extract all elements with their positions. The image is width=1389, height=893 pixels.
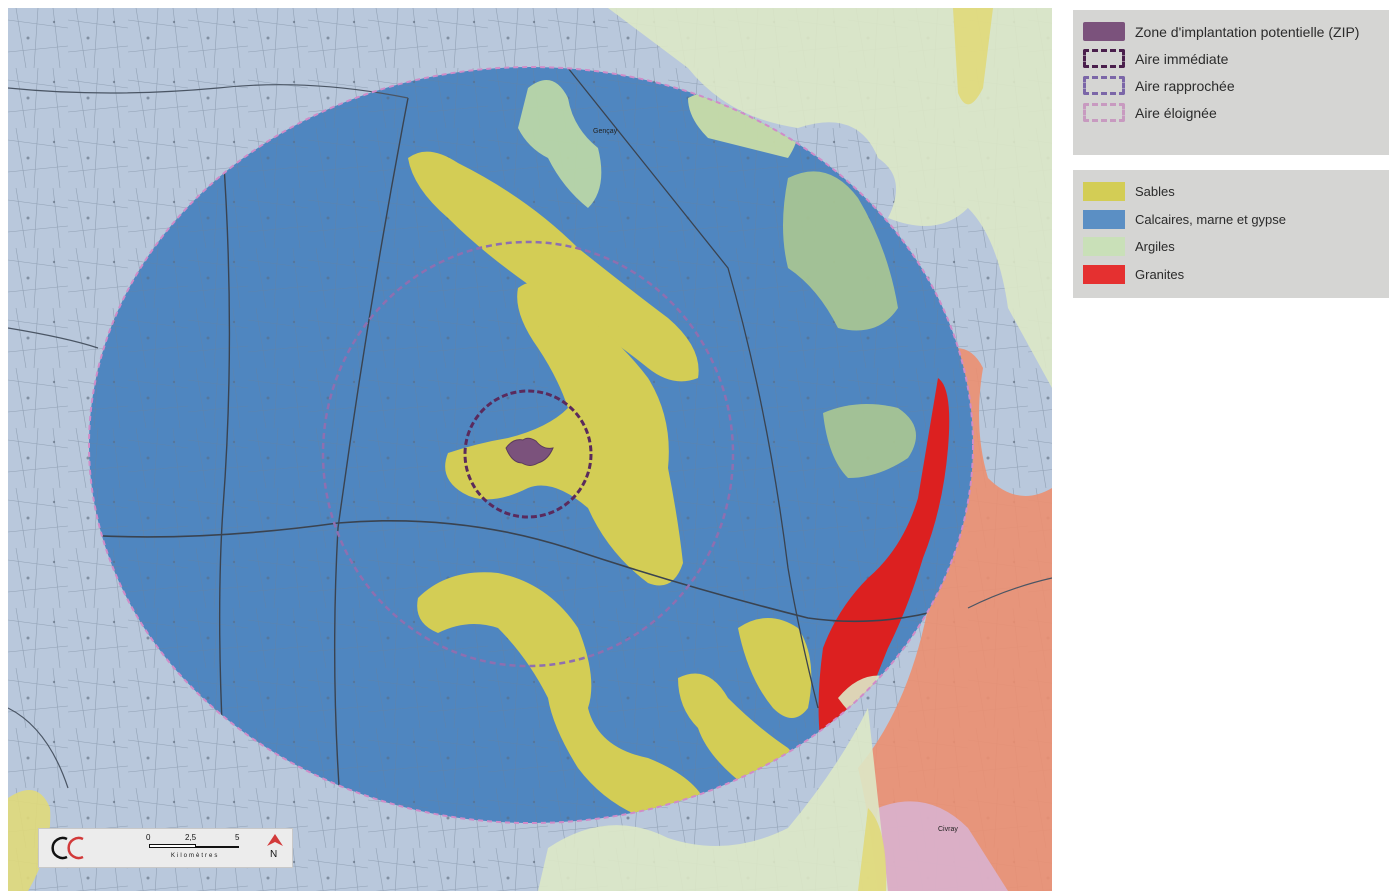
legend-label-close: Aire rapprochée <box>1135 77 1235 94</box>
distant-area-swatch <box>1083 103 1125 122</box>
granites-swatch <box>1083 264 1125 284</box>
sand-ridge-central <box>445 282 683 586</box>
sand-ridge-north <box>408 151 699 382</box>
legend-study-areas: Zone d'implantation potentielle (ZIP) Ai… <box>1073 10 1389 155</box>
legend-row-distant: Aire éloignée <box>1083 99 1389 126</box>
road-north-south-mid <box>333 97 409 823</box>
outer-sand-patch-ne <box>953 8 993 105</box>
ellipse-geology <box>89 67 973 823</box>
clay-patch-north <box>518 80 602 208</box>
close-area-boundary <box>321 240 735 668</box>
road-east-west <box>89 520 949 623</box>
zip-polygon[interactable] <box>505 437 554 466</box>
legend-row-zip: Zone d'implantation potentielle (ZIP) <box>1083 18 1389 45</box>
town-label-civray: Civray <box>938 826 958 833</box>
north-arrow-icon <box>267 834 283 846</box>
legend-row-clays: Argiles <box>1083 233 1389 261</box>
town-label-gencay: Gençay <box>593 128 618 135</box>
legend-label-limestone: Calcaires, marne et gypse <box>1135 211 1287 227</box>
zip-swatch <box>1083 22 1125 41</box>
outer-roads <box>8 84 1052 789</box>
legend-label-sands: Sables <box>1135 184 1175 200</box>
clays-swatch <box>1083 237 1125 257</box>
legend-row-close: Aire rapprochée <box>1083 72 1389 99</box>
legend-row-immediate: Aire immédiate <box>1083 45 1389 72</box>
scale-tick-0: 0 <box>146 833 151 842</box>
legend-label-immediate: Aire immédiate <box>1135 50 1229 67</box>
clay-patch-east-2 <box>823 404 916 478</box>
sand-ridge-se-2 <box>738 618 812 718</box>
legend-label-distant: Aire éloignée <box>1135 104 1217 121</box>
immediate-area-swatch <box>1083 49 1125 68</box>
sands-swatch <box>1083 182 1125 202</box>
clay-patch-east <box>783 171 898 331</box>
scale-unit-label: Kilomètres <box>171 853 220 859</box>
outer-lilac-patch <box>868 801 1008 891</box>
north-label: N <box>270 849 278 860</box>
legend-row-limestone: Calcaires, marne et gypse <box>1083 206 1389 234</box>
road-diagonal-ne <box>567 67 819 709</box>
outer-clay-patch-south <box>538 708 888 891</box>
outer-sand-patch-s <box>858 808 887 891</box>
immediate-area-boundary <box>463 389 593 519</box>
outer-granite-zone <box>858 348 1052 891</box>
legend-row-granites: Granites <box>1083 261 1389 289</box>
legend-label-granites: Granites <box>1135 266 1185 282</box>
sand-ridge-south <box>417 572 708 823</box>
outer-clay-band-north <box>513 8 1052 388</box>
distant-area-boundary <box>88 66 974 824</box>
legend-row-sands: Sables <box>1083 178 1389 206</box>
scale-tick-5: 5 <box>235 833 240 842</box>
map-canvas[interactable]: Gençay Civray <box>8 8 1052 891</box>
limestone-swatch <box>1083 209 1125 229</box>
granite-band <box>818 378 950 756</box>
close-area-swatch <box>1083 76 1125 95</box>
company-logo <box>51 836 84 860</box>
geology-map[interactable]: Gençay Civray 0 2,5 5 Kilomètres N <box>8 8 1052 891</box>
scale-tick-2-5: 2,5 <box>185 833 197 842</box>
scale-bar-half <box>149 844 196 848</box>
scalebar-panel: 0 2,5 5 Kilomètres N <box>38 828 293 868</box>
legend-geology: Sables Calcaires, marne et gypse Argiles… <box>1073 170 1389 298</box>
legend-label-clays: Argiles <box>1135 239 1175 255</box>
legend-label-zip: Zone d'implantation potentielle (ZIP) <box>1135 23 1360 40</box>
